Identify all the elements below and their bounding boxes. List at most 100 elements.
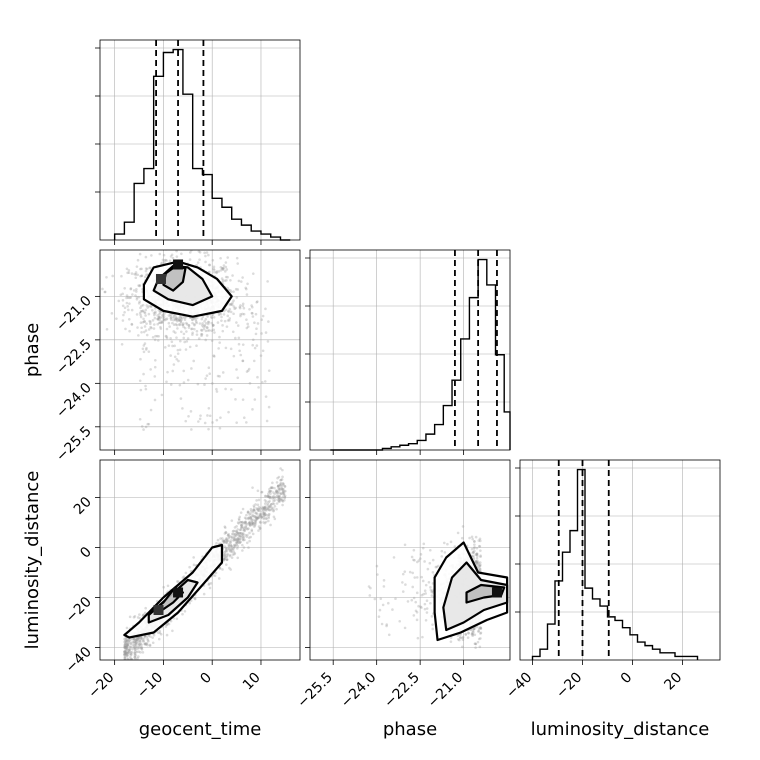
scatter-point bbox=[220, 319, 223, 322]
scatter-point bbox=[474, 535, 478, 539]
scatter-point bbox=[157, 315, 161, 319]
scatter-point bbox=[237, 279, 241, 283]
scatter-point bbox=[240, 526, 243, 530]
scatter-phase-vs-geocent-time: −21.0−22.5−24.0−25.5 bbox=[53, 249, 301, 465]
scatter-point bbox=[226, 275, 229, 279]
scatter-point bbox=[158, 629, 162, 633]
scatter-point bbox=[138, 638, 142, 642]
scatter-point bbox=[255, 516, 258, 520]
y-axis-label-phase: phase bbox=[22, 323, 43, 377]
scatter-point bbox=[254, 511, 257, 515]
scatter-point bbox=[228, 554, 232, 558]
scatter-point bbox=[159, 327, 163, 330]
scatter-point bbox=[136, 326, 139, 329]
scatter-point bbox=[254, 332, 258, 336]
scatter-point bbox=[242, 527, 246, 530]
scatter-point bbox=[245, 318, 248, 321]
scatter-point bbox=[375, 564, 379, 568]
scatter-point bbox=[235, 421, 238, 424]
scatter-point bbox=[125, 654, 129, 657]
scatter-point bbox=[234, 306, 238, 310]
scatter-point bbox=[163, 259, 166, 262]
scatter-point bbox=[275, 491, 279, 495]
scatter-point bbox=[225, 563, 228, 566]
scatter-point bbox=[237, 522, 240, 525]
scatter-point bbox=[178, 323, 182, 327]
scatter-point bbox=[185, 340, 189, 343]
scatter-point bbox=[421, 635, 424, 639]
scatter-point bbox=[478, 564, 482, 568]
scatter-point bbox=[245, 370, 249, 373]
scatter-point bbox=[415, 611, 419, 614]
scatter-point bbox=[192, 563, 196, 567]
scatter-point bbox=[157, 318, 160, 321]
scatter-point bbox=[226, 554, 229, 557]
scatter-point bbox=[267, 490, 271, 493]
scatter-point bbox=[475, 552, 478, 556]
scatter-point bbox=[121, 304, 125, 308]
scatter-point bbox=[235, 525, 238, 528]
scatter-point bbox=[137, 643, 141, 647]
scatter-point bbox=[174, 315, 178, 319]
scatter-point bbox=[242, 528, 245, 532]
scatter-point bbox=[263, 521, 267, 525]
scatter-point bbox=[257, 505, 261, 509]
scatter-point bbox=[283, 485, 287, 488]
scatter-point bbox=[167, 344, 171, 347]
scatter-point bbox=[136, 273, 139, 277]
scatter-point bbox=[255, 327, 258, 331]
scatter-point bbox=[376, 573, 379, 576]
scatter-point bbox=[180, 330, 183, 334]
scatter-point bbox=[269, 523, 272, 527]
scatter-point bbox=[139, 388, 143, 392]
scatter-point bbox=[244, 520, 247, 523]
scatter-point bbox=[230, 532, 234, 536]
scatter-point bbox=[137, 334, 140, 337]
scatter-point bbox=[178, 318, 181, 322]
scatter-point bbox=[224, 387, 227, 391]
scatter-point bbox=[257, 525, 261, 528]
scatter-point bbox=[456, 634, 460, 637]
scatter-point bbox=[215, 418, 219, 422]
scatter-point bbox=[252, 508, 255, 512]
scatter-point bbox=[157, 637, 161, 641]
scatter-point bbox=[472, 556, 475, 559]
scatter-point bbox=[124, 653, 128, 656]
scatter-point bbox=[144, 384, 147, 388]
scatter-point bbox=[275, 507, 278, 511]
scatter-point bbox=[124, 669, 127, 672]
scatter-point bbox=[238, 305, 242, 309]
scatter-point bbox=[165, 259, 168, 262]
scatter-point bbox=[136, 638, 139, 642]
scatter-point bbox=[224, 550, 227, 553]
scatter-point bbox=[275, 495, 279, 498]
scatter-point bbox=[247, 516, 251, 519]
scatter-point bbox=[101, 287, 104, 291]
scatter-point bbox=[473, 633, 477, 637]
scatter-point bbox=[121, 292, 124, 296]
scatter-point bbox=[214, 571, 218, 575]
scatter-point bbox=[124, 637, 128, 640]
scatter-point bbox=[161, 313, 165, 317]
scatter-point bbox=[127, 269, 131, 272]
scatter-point bbox=[423, 560, 426, 563]
scatter-point bbox=[204, 338, 207, 342]
scatter-point bbox=[236, 537, 240, 541]
scatter-point bbox=[151, 308, 154, 312]
scatter-point bbox=[267, 508, 271, 512]
scatter-point bbox=[256, 503, 260, 507]
scatter-point bbox=[131, 293, 134, 296]
scatter-point bbox=[177, 316, 181, 320]
scatter-point bbox=[425, 607, 429, 610]
scatter-point bbox=[140, 304, 143, 308]
scatter-point bbox=[123, 658, 127, 660]
scatter-point bbox=[477, 629, 480, 633]
scatter-point bbox=[141, 638, 144, 641]
scatter-point bbox=[268, 499, 271, 503]
scatter-point bbox=[153, 398, 157, 402]
scatter-point bbox=[228, 303, 232, 306]
scatter-point bbox=[215, 390, 219, 393]
scatter-point bbox=[278, 491, 281, 495]
scatter-point bbox=[184, 348, 188, 351]
scatter-point bbox=[267, 516, 270, 520]
